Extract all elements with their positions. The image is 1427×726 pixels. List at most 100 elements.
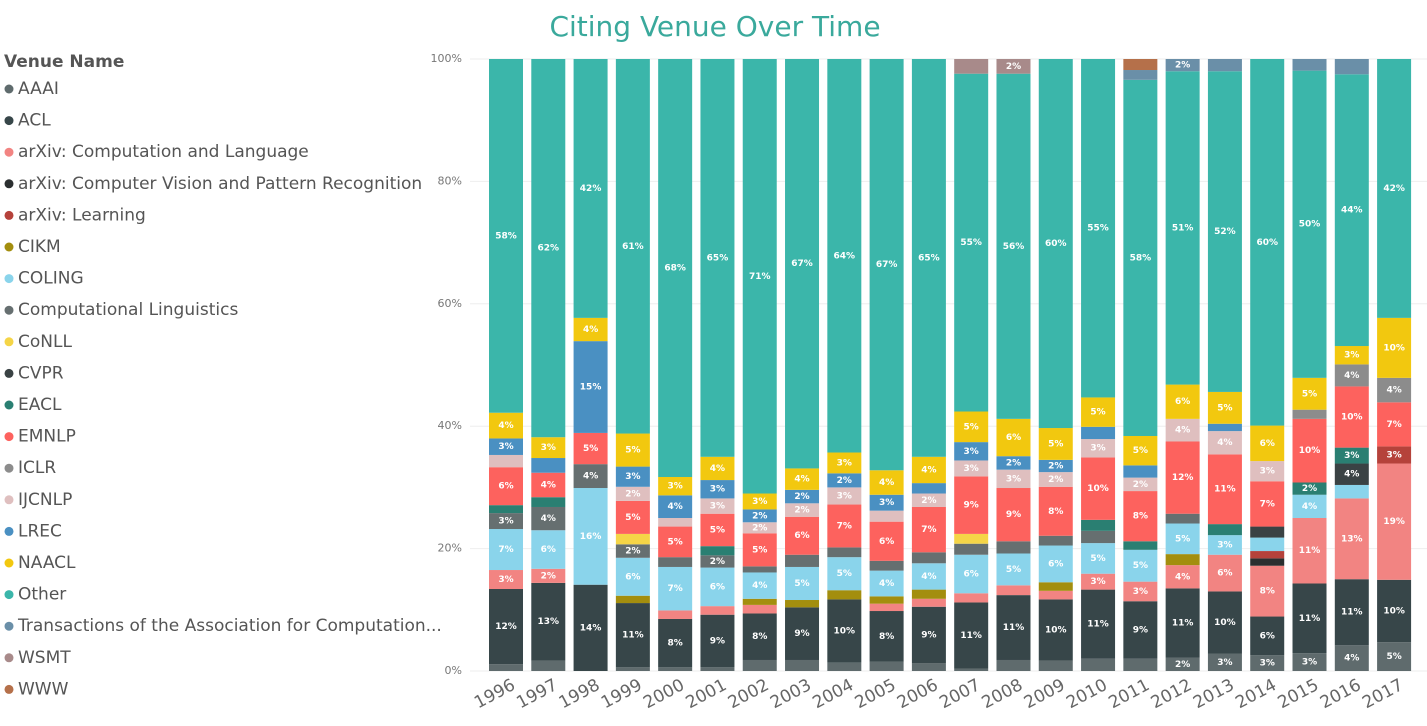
legend-marker <box>4 400 14 410</box>
legend-label: Other <box>18 585 66 605</box>
bar-segment <box>869 603 904 612</box>
data-label: 62% <box>538 244 560 254</box>
data-label: 2% <box>1006 458 1021 468</box>
data-label: 2% <box>625 547 640 557</box>
data-label: 5% <box>1006 565 1021 575</box>
legend-label: AAAI <box>18 79 59 99</box>
bar-segment <box>954 602 989 669</box>
data-label: 7% <box>498 545 513 555</box>
bar-segment <box>827 487 862 505</box>
bar-segment <box>1123 79 1158 436</box>
bar-segment <box>1081 530 1116 544</box>
bar-segment <box>1377 402 1412 447</box>
bar-segment <box>700 546 735 556</box>
legend-marker <box>4 147 14 157</box>
data-label: 3% <box>1260 467 1275 477</box>
bar-segment <box>1250 461 1285 482</box>
data-label: 4% <box>668 502 683 512</box>
bar-segment <box>531 472 566 498</box>
bar-segment <box>1207 391 1242 424</box>
bar-segment <box>489 664 523 671</box>
bar-segment <box>742 533 777 567</box>
legend-label: CVPR <box>18 363 64 383</box>
bar-segment <box>1377 463 1412 580</box>
legend-marker <box>4 495 14 505</box>
data-label: 50% <box>1299 220 1321 230</box>
data-label: 11% <box>1341 608 1363 618</box>
data-label: 2% <box>752 511 767 521</box>
data-label: 11% <box>1172 618 1194 628</box>
data-label: 4% <box>710 464 725 474</box>
bar-segment <box>911 552 946 564</box>
bar-segment <box>911 589 946 599</box>
legend-label: arXiv: Computer Vision and Pattern Recog… <box>18 174 422 194</box>
data-label: 55% <box>1087 224 1109 234</box>
bar-segment <box>785 503 820 517</box>
bar-segment <box>869 470 904 495</box>
data-label: 2% <box>837 476 852 486</box>
bar-segment <box>1334 498 1369 580</box>
data-label: 58% <box>495 231 517 241</box>
data-label: 44% <box>1341 206 1363 216</box>
bar-segment <box>954 442 989 461</box>
data-label: 9% <box>710 637 725 647</box>
bar-segment <box>1165 523 1200 555</box>
bar-segment <box>954 411 989 443</box>
bar-segment <box>869 510 904 522</box>
data-label: 5% <box>794 579 809 589</box>
bar-segment <box>1250 565 1285 617</box>
bar-segment <box>954 59 989 74</box>
bar-segment <box>1081 426 1116 440</box>
bar-segment <box>827 590 862 600</box>
bar-segment <box>911 663 946 671</box>
bar-segment <box>827 557 862 591</box>
bar-segment <box>573 341 608 433</box>
bar-segment <box>869 494 904 511</box>
data-label: 4% <box>879 478 894 488</box>
bar-segment <box>531 458 566 473</box>
bar-segment <box>785 600 820 608</box>
data-label: 9% <box>921 630 936 640</box>
bar-segment <box>742 566 777 573</box>
data-label: 2% <box>752 523 767 533</box>
data-label: 3% <box>1344 351 1359 361</box>
bar-segment <box>1081 573 1116 590</box>
bar-segment <box>1334 463 1369 485</box>
bar-segment <box>869 661 904 671</box>
data-label: 9% <box>1133 625 1148 635</box>
data-label: 2% <box>1048 475 1063 485</box>
bar-segment <box>700 456 735 481</box>
x-tick-label: 2010 <box>1063 675 1111 713</box>
bar-segment <box>742 509 777 523</box>
bar-segment <box>1165 657 1200 671</box>
bar-segment <box>489 505 523 514</box>
data-label: 11% <box>1299 546 1321 556</box>
data-label: 8% <box>668 639 683 649</box>
data-label: 6% <box>1048 559 1063 569</box>
bar-segment <box>1123 59 1158 71</box>
bar-segment <box>1081 59 1116 398</box>
bar-segment <box>1165 565 1200 589</box>
data-label: 6% <box>794 531 809 541</box>
bar-segment <box>742 572 777 599</box>
legend-marker <box>4 526 14 536</box>
bar-segment <box>573 317 608 342</box>
bar-segment <box>1165 513 1200 524</box>
bar-segment <box>911 483 946 494</box>
data-label: 4% <box>583 472 598 482</box>
legend-title: Venue Name <box>4 52 124 72</box>
bar-segment <box>1165 71 1200 385</box>
bar-segment <box>954 668 989 671</box>
data-label: 3% <box>668 482 683 492</box>
data-label: 2% <box>625 489 640 499</box>
data-label: 3% <box>498 442 513 452</box>
legend-label: arXiv: Learning <box>18 205 146 225</box>
bar-segment <box>742 59 777 494</box>
bar-segment <box>1207 454 1242 525</box>
bar-segment <box>1123 477 1158 492</box>
x-tick-label: 2004 <box>809 675 857 713</box>
bar-segment <box>1377 642 1412 671</box>
legend-marker <box>4 463 14 473</box>
data-label: 65% <box>918 253 940 263</box>
